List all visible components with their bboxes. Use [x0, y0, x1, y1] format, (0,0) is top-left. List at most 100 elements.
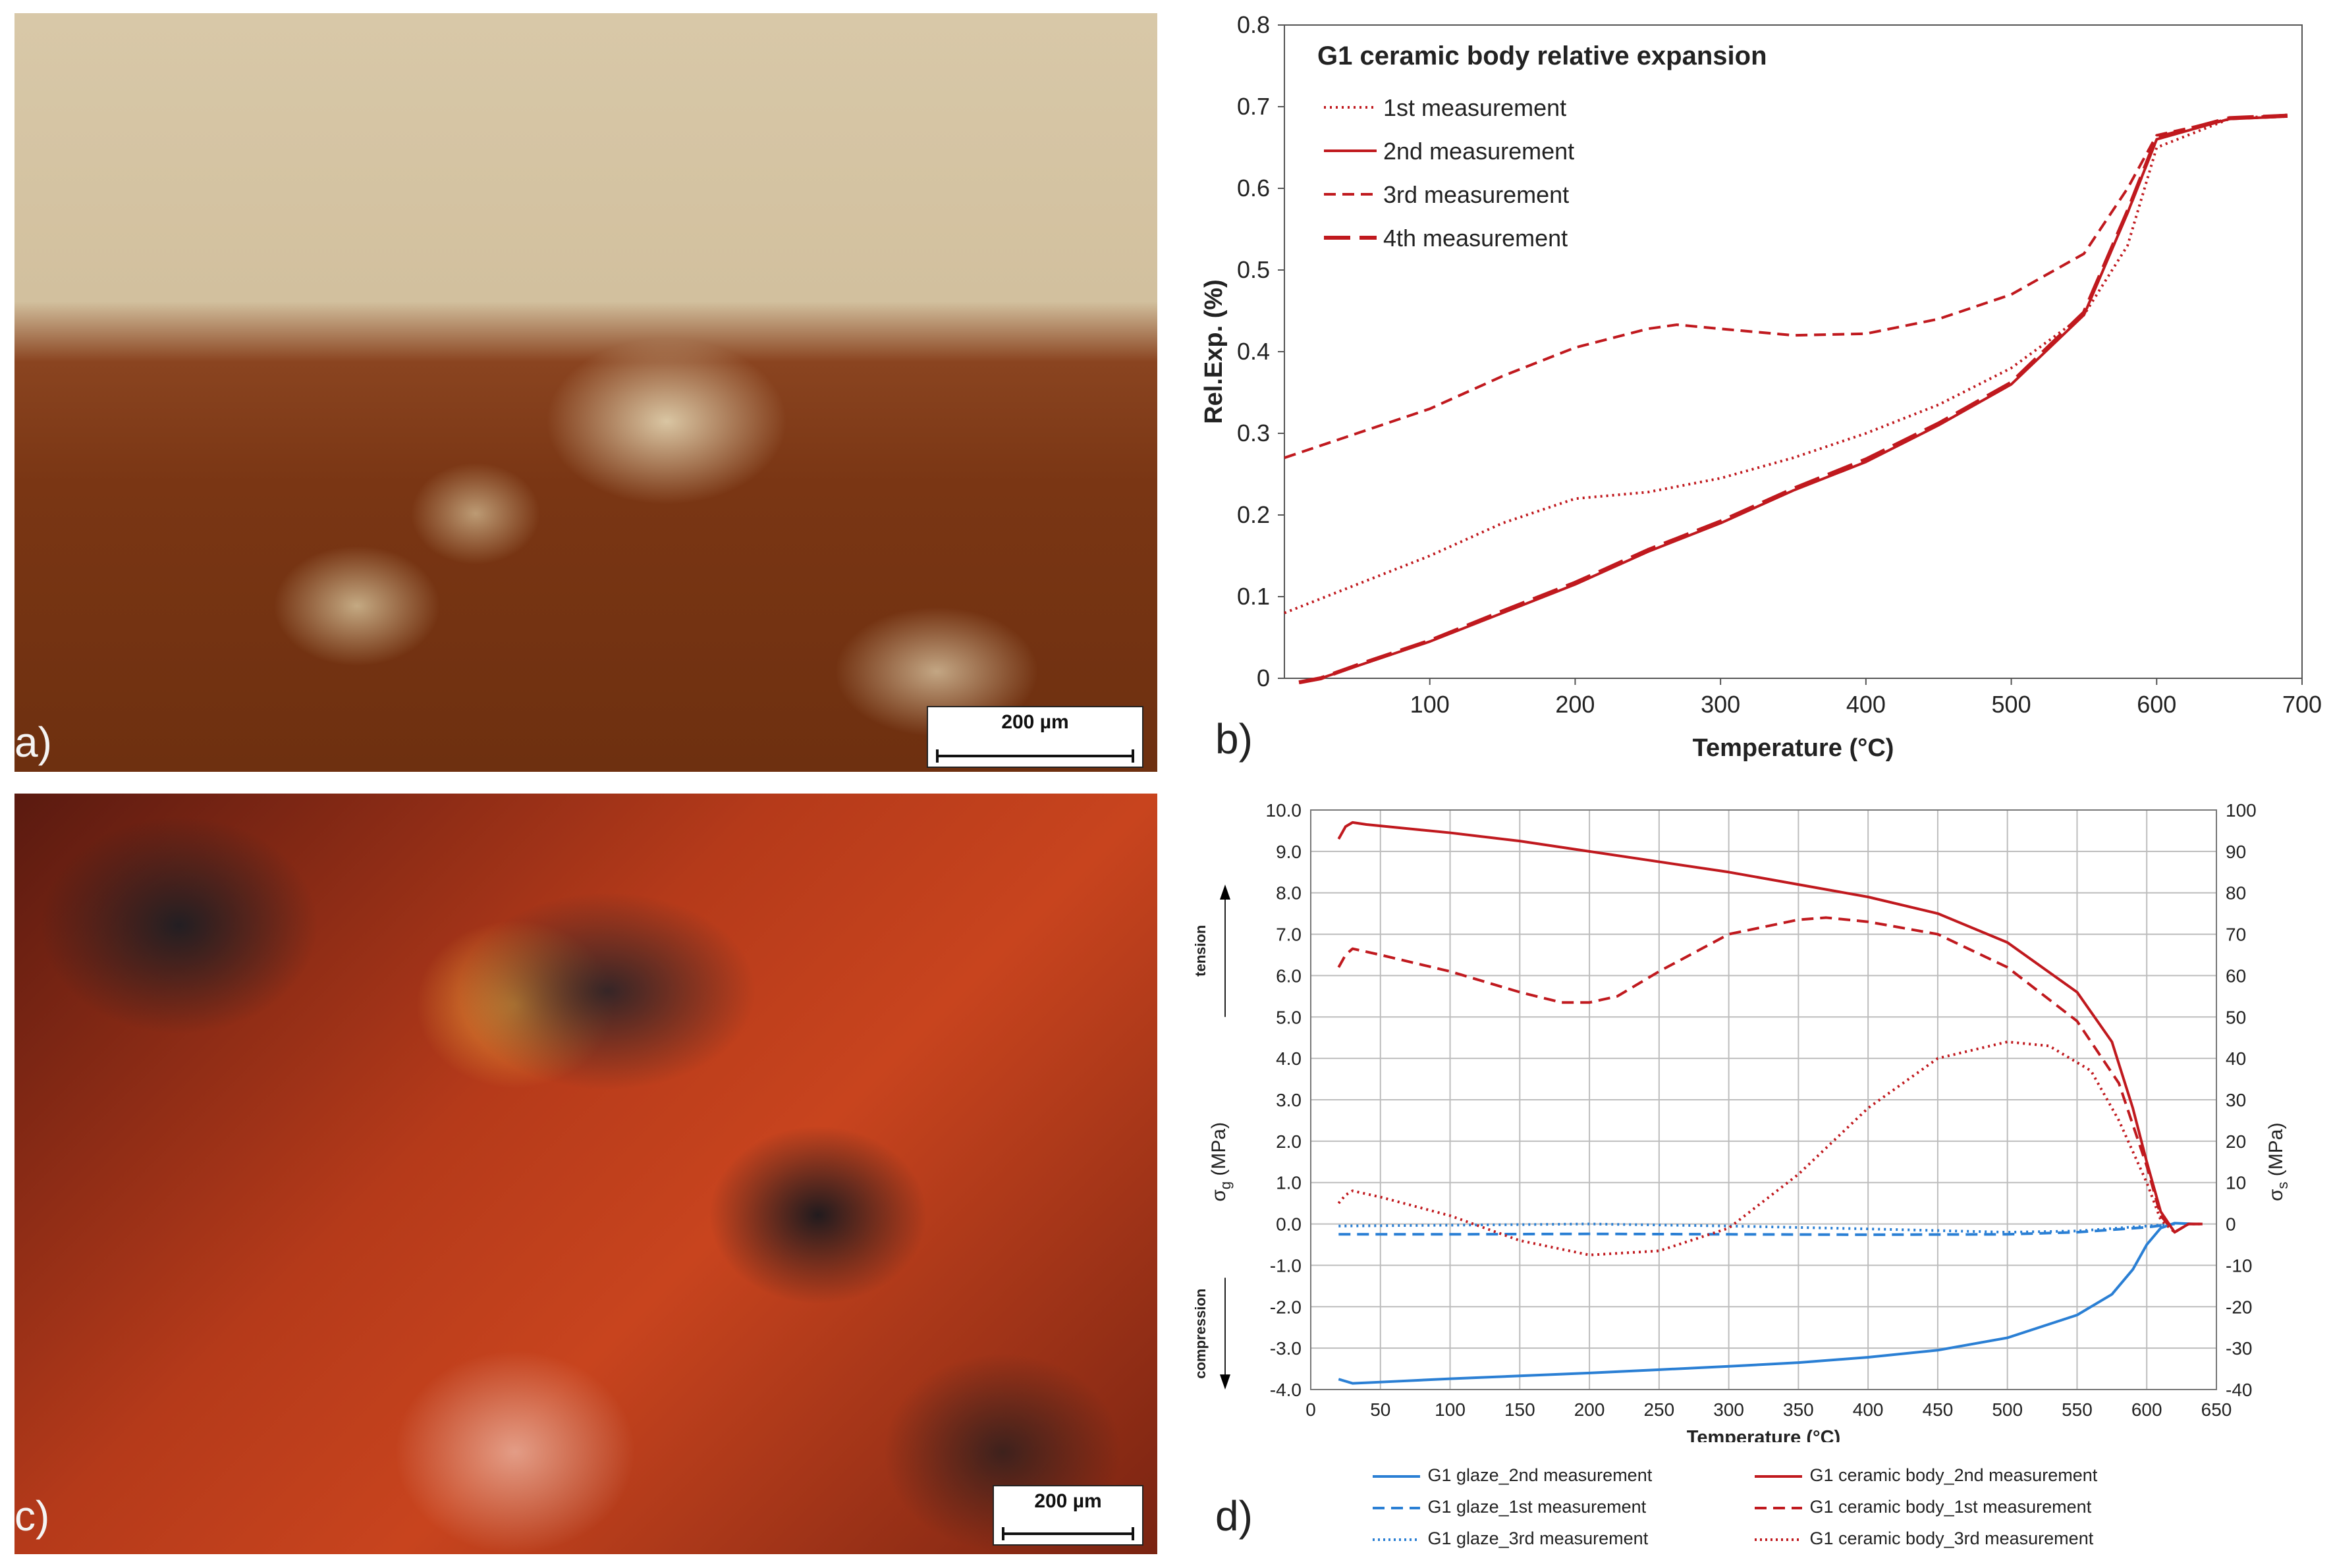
chart-b-series-line-4 — [1298, 113, 2288, 685]
chart-d-series-line-3 — [1338, 1222, 2175, 1234]
chart-d-xtick-label: 650 — [2201, 1399, 2232, 1420]
legend-swatch-glaze-1st — [1373, 1506, 1420, 1509]
legend-label-glaze-1st: G1 glaze_1st measurement — [1427, 1497, 1647, 1517]
chart-d-ytick-label: 6.0 — [1276, 965, 1302, 986]
chart-b-ytick-label: 0.7 — [1237, 93, 1270, 120]
chart-b-xaxis-title: Temperature (°C) — [1693, 734, 1894, 762]
chart-b-xtick-label: 500 — [1992, 691, 2031, 718]
micrograph-a: 200 µm a) — [14, 13, 1157, 772]
chart-d-xtick-label: 0 — [1305, 1399, 1316, 1420]
chart-b-xtick-label: 300 — [1701, 691, 1740, 718]
chart-d-ytick-label: 4.0 — [1276, 1048, 1302, 1069]
chart-d-y2tick-label: 20 — [2226, 1131, 2246, 1152]
chart-d-xtick-label: 150 — [1504, 1399, 1535, 1420]
legend-item-body-2nd: G1 ceramic body_2nd measurement — [1752, 1465, 2097, 1486]
chart-b-xtick-label: 200 — [1555, 691, 1595, 718]
chart-d-ytick-label: -2.0 — [1270, 1297, 1302, 1317]
chart-b-ytick-label: 0.3 — [1237, 419, 1270, 446]
chart-d-ytick-label: -3.0 — [1270, 1338, 1302, 1359]
chart-d-ytick-label: 2.0 — [1276, 1131, 1302, 1152]
chart-d-y2tick-label: -30 — [2226, 1338, 2252, 1359]
chart-b-xtick-label: 600 — [2137, 691, 2176, 718]
legend-label-body-3rd: G1 ceramic body_3rd measurement — [1809, 1528, 2094, 1548]
chart-b-ytick-label: 0 — [1257, 664, 1270, 691]
chart-d-ytick-label: 8.0 — [1276, 883, 1302, 904]
chart-d-xtick-label: 450 — [1923, 1399, 1954, 1420]
chart-d-ytick-label: 1.0 — [1276, 1173, 1302, 1193]
chart-d-ytick-label: 10.0 — [1266, 800, 1302, 821]
legend-label-body-1st: G1 ceramic body_1st measurement — [1809, 1497, 2092, 1517]
chart-d-tension-label: tension — [1192, 925, 1209, 977]
legend-swatch-body-1st — [1755, 1506, 1802, 1509]
chart-d-y2tick-label: 40 — [2226, 1048, 2246, 1069]
chart-d-xtick-label: 500 — [1992, 1399, 2023, 1420]
chart-d-compression-arrow-head — [1220, 1374, 1230, 1390]
chart-d-y2tick-label: 50 — [2226, 1007, 2246, 1027]
legend-swatch-body-3rd — [1755, 1538, 1802, 1541]
legend-swatch-body-2nd — [1755, 1474, 1802, 1478]
chart-d-ytick-label: 0.0 — [1276, 1214, 1302, 1235]
legend-label-glaze-3rd: G1 glaze_3rd measurement — [1427, 1528, 1649, 1548]
legend-label-body-2nd: G1 ceramic body_2nd measurement — [1809, 1465, 2098, 1485]
chart-d-series-line-4 — [1337, 821, 2203, 1234]
legend-label-glaze-2nd: G1 glaze_2nd measurement — [1427, 1465, 1653, 1485]
chart-d-tension-arrow-head — [1220, 884, 1230, 900]
chart-d-ytick-label: 5.0 — [1276, 1007, 1302, 1027]
chart-d-yaxis-title: σg (MPa) — [1208, 1122, 1234, 1202]
scale-bar-c-label: 200 µm — [1034, 1490, 1102, 1512]
legend-item-body-1st: G1 ceramic body_1st measurement — [1752, 1497, 2091, 1517]
scale-bar-c-line — [1002, 1527, 1134, 1540]
chart-d-y2tick-label: -10 — [2226, 1255, 2252, 1276]
chart-d-series-line-5 — [1337, 916, 2203, 1234]
scale-bar-c-box: 200 µm — [993, 1485, 1143, 1546]
legend-item-glaze-2nd: G1 glaze_2nd measurement — [1370, 1465, 1652, 1486]
chart-d-y2tick-label: 70 — [2226, 925, 2246, 945]
chart-b-xtick-label: 100 — [1410, 691, 1450, 718]
chart-d-ytick-label: -1.0 — [1270, 1255, 1302, 1276]
chart-b-yaxis-title: Rel.Exp. (%) — [1200, 279, 1228, 424]
legend-swatch-glaze-2nd — [1373, 1474, 1420, 1478]
scale-bar-a-line — [936, 749, 1134, 763]
panel-letter-b: b) — [1215, 715, 1253, 763]
chart-d-ytick-label: 7.0 — [1276, 925, 1302, 945]
legend-item-glaze-3rd: G1 glaze_3rd measurement — [1370, 1528, 1648, 1549]
chart-d-xtick-label: 400 — [1853, 1399, 1884, 1420]
chart-d-ytick-label: 9.0 — [1276, 842, 1302, 862]
chart-d-y2tick-label: 90 — [2226, 842, 2246, 862]
micrograph-c: 200 µm c) — [14, 794, 1157, 1554]
chart-b-series-line-1 — [1284, 113, 2288, 614]
chart-b-ytick-label: 0.1 — [1237, 583, 1270, 610]
chart-b-plot-frame — [1284, 24, 2303, 679]
chart-b-ytick-label: 0.5 — [1237, 256, 1270, 283]
chart-d-y2tick-label: 60 — [2226, 965, 2246, 986]
chart-b-legend-label-1: 1st measurement — [1383, 94, 1566, 121]
chart-b: 0 0.1 0.2 0.3 0.4 0.5 0.6 0.7 0.8 100 200 300 400 500… — [1200, 11, 2322, 762]
legend-item-body-3rd: G1 ceramic body_3rd measurement — [1752, 1528, 2093, 1549]
chart-d-series-line-1 — [1338, 1222, 2196, 1385]
chart-d-xaxis-title: Temperature (°C) — [1687, 1427, 1840, 1442]
chart-b-legend-label-2: 2nd measurement — [1383, 138, 1574, 165]
chart-d-y2tick-label: -20 — [2226, 1297, 2252, 1317]
chart-d-compression-label: compression — [1192, 1289, 1209, 1379]
chart-d-y2tick-label: 30 — [2226, 1090, 2246, 1110]
chart-d-xtick-label: 250 — [1643, 1399, 1674, 1420]
chart-b-ytick-label: 0.6 — [1237, 175, 1270, 202]
chart-d-xtick-label: 50 — [1370, 1399, 1390, 1420]
chart-d-xtick-label: 350 — [1783, 1399, 1814, 1420]
chart-d: -4.0 -3.0 -2.0 -1.0 0.0 1.0 2.0 3.0 4.0 5.0 6.0 7.0… — [1192, 800, 2291, 1442]
chart-b-xtick-label: 400 — [1846, 691, 1886, 718]
chart-d-y2tick-label: 80 — [2226, 883, 2246, 904]
chart-d-ytick-label: 3.0 — [1276, 1090, 1302, 1110]
panel-letter-a: a) — [14, 718, 52, 766]
chart-d-xtick-label: 600 — [2131, 1399, 2162, 1420]
chart-d-y2tick-label: 100 — [2226, 800, 2257, 821]
chart-b-ytick-label: 0.4 — [1237, 338, 1270, 365]
chart-d-y2axis-title: σs (MPa) — [2265, 1123, 2291, 1202]
panel-letter-d: d) — [1215, 1492, 1253, 1540]
panel-letter-c: c) — [14, 1492, 50, 1540]
scale-bar-a-label: 200 µm — [1001, 711, 1069, 733]
chart-b-series-line-3 — [1284, 115, 2288, 460]
chart-d-ytick-label: -4.0 — [1270, 1380, 1302, 1400]
chart-d-y2tick-label: 0 — [2226, 1214, 2236, 1235]
chart-d-series-line-2 — [1338, 1222, 2175, 1236]
